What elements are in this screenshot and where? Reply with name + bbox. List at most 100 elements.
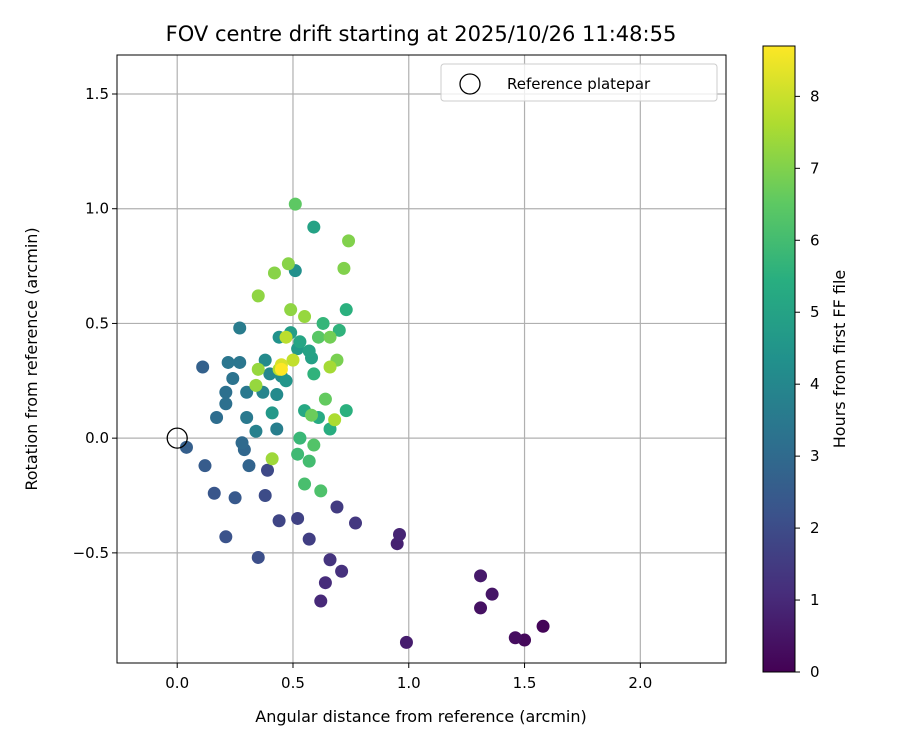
colorbar: 0 1 2 3 4 5 6 7 8 Hours from first FF file: [762, 45, 849, 681]
data-point: [536, 619, 550, 633]
data-point: [219, 530, 233, 544]
chart-title: FOV centre drift starting at 2025/10/26 …: [166, 22, 677, 46]
colorbar-tick-label: 6: [810, 231, 820, 249]
data-point: [249, 424, 263, 438]
data-point: [307, 438, 321, 452]
data-point: [328, 413, 342, 427]
data-point: [210, 411, 224, 425]
data-point: [393, 528, 407, 542]
y-tick-label: 0.0: [85, 429, 109, 447]
x-tick-label: 0.5: [281, 674, 305, 692]
data-point: [265, 406, 279, 420]
legend-label: Reference platepar: [507, 75, 651, 93]
data-point: [332, 323, 346, 337]
colorbar-tick-label: 0: [810, 663, 820, 681]
data-point: [318, 392, 332, 406]
data-point: [279, 330, 293, 344]
colorbar-tick-label: 3: [810, 447, 820, 465]
colorbar-gradient: [762, 45, 796, 673]
data-point: [291, 447, 305, 461]
x-tick-label: 2.0: [628, 674, 652, 692]
data-point: [233, 355, 247, 369]
data-point: [240, 411, 254, 425]
legend-open-circle-icon: [459, 73, 481, 95]
data-point: [335, 564, 349, 578]
data-point: [323, 360, 337, 374]
data-point: [330, 500, 344, 514]
data-point: [399, 635, 413, 649]
y-tick-label: −0.5: [73, 544, 109, 562]
colorbar-tick-label: 2: [810, 519, 820, 537]
data-point: [302, 344, 316, 358]
data-point: [298, 310, 312, 324]
data-point: [339, 404, 353, 418]
data-point: [258, 353, 272, 367]
plot-frame: [116, 54, 727, 664]
data-point: [270, 422, 284, 436]
data-point: [258, 489, 272, 503]
data-point: [339, 303, 353, 317]
data-point: [242, 459, 256, 473]
data-point: [293, 335, 307, 349]
data-point: [226, 372, 240, 386]
x-tick-label: 0.0: [165, 674, 189, 692]
colorbar-tick-label: 4: [810, 375, 820, 393]
data-point: [293, 431, 307, 445]
data-point: [219, 385, 233, 399]
data-point: [474, 569, 488, 583]
data-point: [485, 587, 499, 601]
data-point: [323, 553, 337, 567]
data-point: [298, 477, 312, 491]
data-point: [284, 303, 298, 317]
y-tick-label: 1.0: [85, 200, 109, 218]
data-point: [198, 459, 212, 473]
data-point: [249, 378, 263, 392]
data-point: [323, 330, 337, 344]
data-point: [311, 330, 325, 344]
x-tick-label: 1.5: [513, 674, 537, 692]
colorbar-tick-label: 1: [810, 591, 820, 609]
data-point: [508, 631, 522, 645]
data-point: [251, 362, 265, 376]
x-axis-ticks: 0.0 0.5 1.0 1.5 2.0: [165, 663, 652, 692]
y-axis-ticks: −0.5 0.0 0.5 1.0 1.5: [73, 85, 117, 562]
colorbar-label: Hours from first FF file: [830, 270, 849, 449]
data-point: [270, 388, 284, 402]
data-point: [196, 360, 210, 374]
data-point: [318, 576, 332, 590]
y-tick-label: 1.5: [85, 85, 109, 103]
x-axis-label: Angular distance from reference (arcmin): [255, 707, 586, 726]
data-point: [261, 463, 275, 477]
colorbar-tick-label: 5: [810, 303, 820, 321]
data-point: [251, 289, 265, 303]
y-axis-label: Rotation from reference (arcmin): [22, 227, 41, 490]
data-point: [288, 197, 302, 211]
colorbar-ticks: 0 1 2 3 4 5 6 7 8: [795, 87, 820, 681]
data-point: [307, 220, 321, 234]
data-point: [291, 511, 305, 525]
grid-lines: [117, 55, 726, 663]
data-point: [305, 408, 319, 422]
colorbar-tick-label: 8: [810, 87, 820, 105]
data-points: [179, 197, 550, 649]
data-point: [221, 355, 235, 369]
reference-platepar-marker: [166, 427, 188, 449]
data-point: [233, 321, 247, 335]
data-point: [272, 514, 286, 528]
data-point: [316, 316, 330, 330]
data-point: [235, 436, 249, 450]
data-point: [342, 234, 356, 248]
data-point: [219, 397, 233, 411]
data-point: [337, 261, 351, 275]
data-point: [349, 516, 363, 530]
data-point: [265, 452, 279, 466]
x-tick-label: 1.0: [397, 674, 421, 692]
data-point: [228, 491, 242, 505]
data-point: [286, 353, 300, 367]
data-point: [314, 484, 328, 498]
data-point: [240, 385, 254, 399]
legend-box: [440, 63, 718, 102]
data-point: [267, 266, 281, 280]
data-point: [274, 362, 288, 376]
